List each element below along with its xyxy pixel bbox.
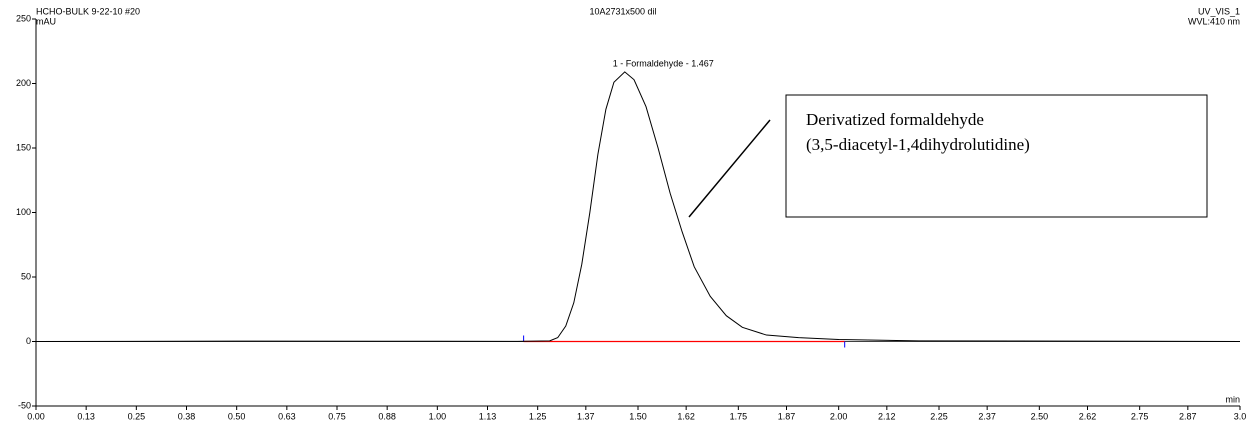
peak-label: 1 - Formaldehyde - 1.467 (613, 58, 714, 68)
y-tick-label: 0 (26, 336, 31, 346)
x-tick-label: 2.50 (1031, 411, 1049, 421)
x-tick-label: 1.25 (529, 411, 547, 421)
x-tick-label: 3.0 (1234, 411, 1247, 421)
annotation-line: (3,5-diacetyl-1,4dihydrolutidine) (806, 135, 1030, 154)
x-tick-label: 2.00 (830, 411, 848, 421)
x-tick-label: 2.87 (1179, 411, 1197, 421)
annotation-line: Derivatized formaldehyde (806, 110, 984, 129)
chromatogram-trace (35, 71, 1241, 342)
x-tick-label: 0.13 (77, 411, 95, 421)
annotation-pointer (688, 119, 771, 218)
x-tick-label: 2.12 (878, 411, 896, 421)
annotation-box (785, 94, 1208, 218)
sample-name: HCHO-BULK 9-22-10 #20 (36, 6, 140, 16)
x-tick-label: 1.13 (479, 411, 497, 421)
x-tick-label: 0.38 (178, 411, 196, 421)
y-tick-label: 100 (16, 207, 31, 217)
x-tick-label: 1.75 (730, 411, 748, 421)
x-tick-label: 1.50 (629, 411, 647, 421)
x-tick-label: 0.25 (128, 411, 146, 421)
x-axis-label: min (1225, 394, 1240, 404)
y-tick-label: 50 (21, 271, 31, 281)
channel: UV_VIS_1 (1198, 6, 1240, 16)
dilution: 10A2731x500 dil (589, 6, 656, 16)
x-tick-label: 0.63 (278, 411, 296, 421)
x-tick-label: 1.37 (577, 411, 595, 421)
x-tick-label: 2.37 (978, 411, 996, 421)
x-tick-label: 2.25 (930, 411, 948, 421)
y-tick-label: -50 (18, 400, 31, 410)
y-tick-label: 250 (16, 13, 31, 23)
x-tick-label: 1.00 (429, 411, 447, 421)
y-tick-label: 150 (16, 142, 31, 152)
x-tick-label: 0.75 (328, 411, 346, 421)
x-tick-label: 0.00 (27, 411, 45, 421)
x-tick-label: 1.62 (677, 411, 695, 421)
x-tick-label: 2.62 (1079, 411, 1097, 421)
x-tick-label: 2.75 (1131, 411, 1149, 421)
x-tick-label: 1.87 (778, 411, 796, 421)
y-tick-label: 200 (16, 78, 31, 88)
y-axis-label: mAU (36, 16, 56, 26)
x-tick-label: 0.88 (378, 411, 396, 421)
x-tick-label: 0.50 (228, 411, 246, 421)
wavelength: WVL:410 nm (1188, 16, 1240, 26)
